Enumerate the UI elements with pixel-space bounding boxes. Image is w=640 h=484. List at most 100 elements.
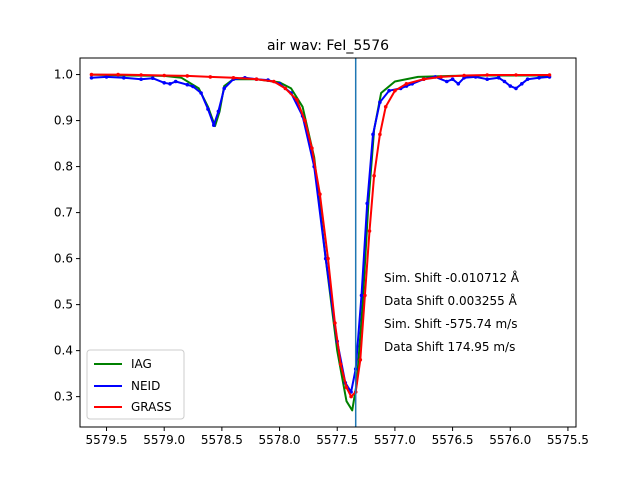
x-tick-label-8: 5575.5 [547,433,589,447]
data-point-grass-33 [547,73,552,77]
data-point-neid-31 [378,100,382,104]
data-point-grass-24 [378,132,382,137]
data-point-neid-29 [365,201,370,206]
data-point-grass-32 [514,73,518,77]
data-point-grass-13 [318,192,322,196]
x-tick-label-7: 5576.0 [489,433,531,447]
data-point-grass-27 [404,82,409,86]
y-tick-label-2: 0.5 [54,298,73,312]
data-point-neid-49 [525,77,530,81]
legend-item-grass: GRASS [94,400,172,414]
data-point-neid-2 [122,76,126,80]
data-point-grass-6 [231,76,236,80]
data-point-neid-9 [191,84,195,89]
data-point-neid-4 [150,76,155,80]
y-tick-label-0: 0.3 [54,390,73,404]
data-point-grass-3 [162,73,166,78]
data-point-neid-39 [450,77,455,81]
data-point-grass-28 [421,77,426,81]
series-grass [89,72,552,399]
data-point-grass-1 [116,72,120,77]
annotation-data-shift-angstrom: Data Shift 0.003255 Å [384,293,518,308]
data-point-grass-14 [326,256,330,261]
annotation-sim-shift-velocity: Sim. Shift -575.74 m/s [384,317,517,331]
data-point-neid-14 [222,86,226,91]
data-point-grass-22 [367,229,372,233]
data-point-grass-15 [333,321,337,325]
legend-item-iag: IAG [94,357,152,371]
data-point-neid-5 [162,81,166,85]
y-tick-label-3: 0.6 [54,252,73,266]
annotation-sim-shift-angstrom: Sim. Shift -0.010712 Å [384,270,520,285]
y-tick-label-5: 0.8 [54,160,73,174]
annotations: Sim. Shift -0.010712 Å Data Shift 0.0032… [384,270,520,354]
legend-item-neid: NEID [94,379,160,393]
data-point-neid-40 [456,82,461,86]
legend-box [86,349,185,420]
annotation-data-shift-velocity: Data Shift 174.95 m/s [384,340,515,354]
data-point-neid-38 [445,79,449,84]
data-point-grass-29 [439,75,443,79]
data-point-neid-48 [520,82,524,86]
data-point-neid-45 [502,79,507,84]
y-axis: 0.3 0.4 0.5 0.6 0.7 0.8 0.9 1.0 [54,68,80,404]
data-point-neid-8 [185,82,190,87]
data-point-grass-23 [372,174,376,178]
y-tick-label-4: 0.7 [54,206,73,220]
legend-label-iag: IAG [131,357,152,371]
data-point-grass-8 [272,79,276,84]
data-point-neid-44 [496,76,501,80]
data-point-grass-5 [208,75,213,79]
data-point-neid-32 [387,88,391,93]
data-point-neid-10 [199,91,203,95]
series-line-grass [91,73,550,398]
data-point-neid-11 [206,107,210,111]
data-point-neid-7 [173,79,178,84]
data-point-grass-25 [383,105,388,109]
y-tick-label-1: 0.4 [54,344,73,358]
data-point-grass-17 [344,385,349,390]
x-tick-label-2: 5578.5 [201,433,243,447]
x-tick-label-3: 5578.0 [259,433,301,447]
data-point-neid-1 [104,75,109,79]
data-point-neid-50 [537,76,541,80]
data-point-neid-3 [139,77,143,81]
data-point-grass-12 [310,146,314,150]
data-point-neid-12 [212,123,216,127]
data-point-grass-30 [462,73,466,78]
data-point-grass-2 [139,73,143,77]
x-axis: 5579.5 5579.0 5578.5 5578.0 5577.5 5577.0 5576… [86,427,589,447]
data-point-grass-20 [358,358,363,362]
x-tick-label-4: 5577.5 [316,433,358,447]
y-tick-label-6: 0.9 [54,114,73,128]
data-point-grass-4 [185,74,190,78]
data-point-neid-43 [485,77,490,81]
data-point-neid-0 [89,76,94,80]
plot-frame [79,57,577,428]
data-point-neid-47 [514,86,518,91]
data-point-grass-10 [295,98,299,102]
legend-label-neid: NEID [131,379,160,393]
y-tick-label-7: 1.0 [54,68,73,82]
legend-label-grass: GRASS [131,400,172,414]
data-point-neid-28 [359,293,364,298]
legend: IAG NEID GRASS [86,349,185,420]
data-point-grass-0 [89,72,94,77]
data-point-grass-9 [283,86,288,91]
data-point-grass-7 [254,77,259,81]
data-point-neid-6 [168,82,172,86]
data-point-grass-16 [338,362,343,367]
data-point-neid-13 [216,109,221,114]
series-layer [89,72,552,412]
data-point-grass-21 [363,293,367,298]
x-tick-label-0: 5579.5 [86,433,128,447]
x-tick-label-5: 5577.0 [374,433,416,447]
data-point-neid-46 [508,84,513,88]
data-point-grass-11 [303,118,307,123]
data-point-neid-30 [371,132,375,137]
chart-title: air wav: FeI_5576 [267,38,389,54]
x-tick-label-1: 5579.0 [143,433,185,447]
x-tick-label-6: 5576.5 [432,433,474,447]
data-point-grass-26 [393,88,397,93]
